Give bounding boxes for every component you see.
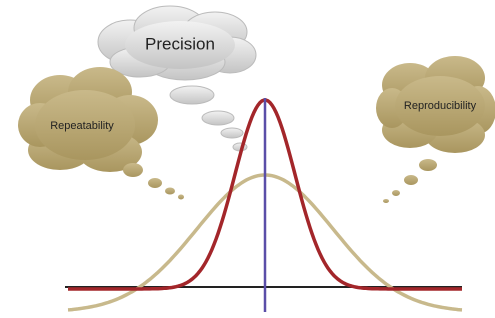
precision-bubbles xyxy=(170,86,247,151)
repeatability-bubbles xyxy=(123,163,184,200)
repeatability-label: Repeatability xyxy=(50,120,114,132)
diagram: Precision Repeatability Reproducibility xyxy=(0,0,495,318)
reproducibility-bubbles xyxy=(383,159,437,203)
precision-label: Precision xyxy=(145,34,215,53)
page: {"labels": {"precision": "Precision", "r… xyxy=(0,0,495,318)
reproducibility-label: Reproducibility xyxy=(404,100,477,112)
